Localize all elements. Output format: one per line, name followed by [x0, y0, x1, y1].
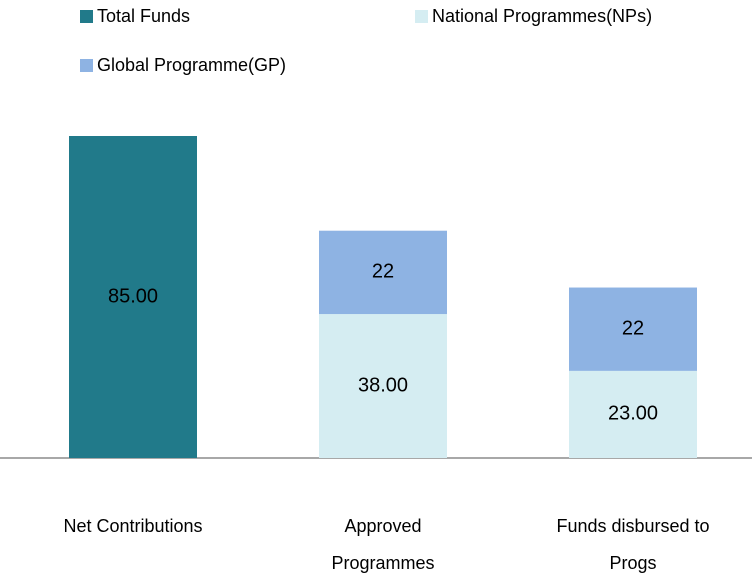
- data-label: 22: [372, 261, 394, 283]
- bar-segment: [319, 314, 447, 458]
- data-label: 85.00: [108, 285, 158, 307]
- x-tick-label: Funds disbursed to Progs: [556, 516, 710, 573]
- x-tick-label: Net Contributions: [63, 516, 203, 536]
- data-label: 22: [622, 317, 644, 339]
- bar-segment: [319, 230, 447, 315]
- bar-segment: [569, 287, 697, 371]
- bar-segment: [69, 136, 197, 458]
- bar-segment: [569, 370, 697, 458]
- data-label: 23.00: [608, 403, 658, 425]
- legend-swatch: [415, 10, 428, 23]
- legend-label: Total Funds: [97, 6, 190, 26]
- legend-label: Global Programme(GP): [97, 55, 286, 75]
- legend-label: National Programmes(NPs): [432, 6, 652, 26]
- legend-swatch: [80, 10, 93, 23]
- x-tick-label: Approved Programmes: [331, 516, 435, 573]
- data-label: 38.00: [358, 374, 408, 396]
- legend-swatch: [80, 59, 93, 72]
